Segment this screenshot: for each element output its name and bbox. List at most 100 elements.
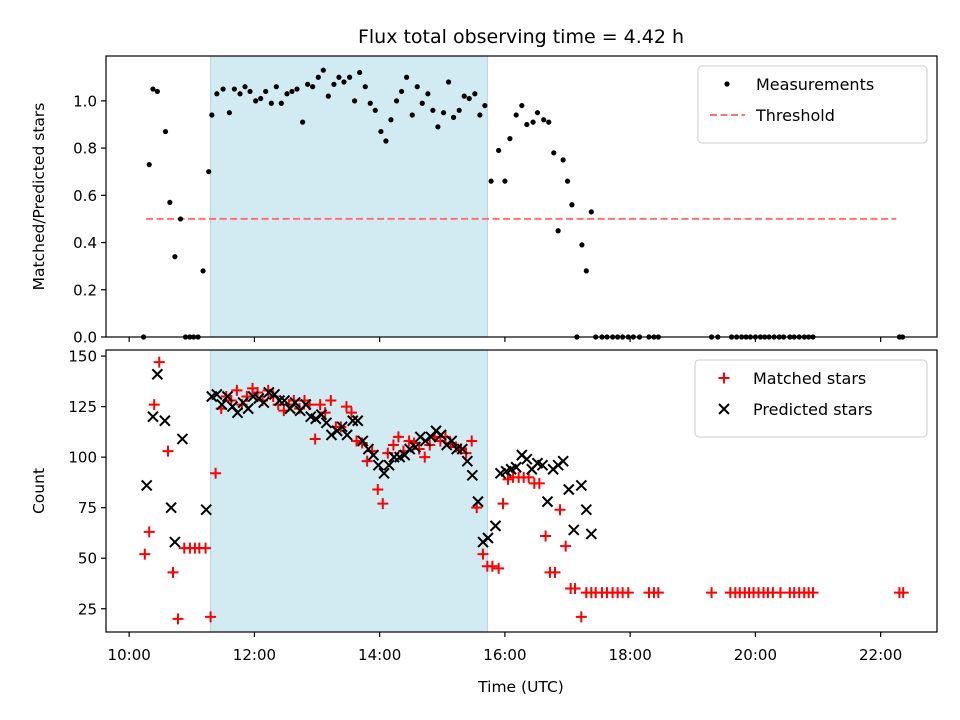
data-point	[273, 84, 279, 90]
data-point	[477, 548, 489, 560]
data-point	[289, 88, 295, 95]
data-point	[162, 445, 174, 457]
data-point	[435, 124, 441, 130]
data-point	[774, 587, 786, 599]
data-point	[488, 178, 494, 184]
data-point	[502, 473, 514, 485]
y-axis-title: Matched/Predicted stars	[30, 103, 48, 291]
x-tick-label: 22:00	[859, 646, 902, 664]
data-point	[325, 395, 337, 407]
data-point	[482, 532, 494, 544]
y-tick-label: 0.8	[73, 140, 97, 158]
data-point	[489, 520, 502, 532]
data-point	[540, 530, 552, 542]
y-tick-label: 0.6	[73, 187, 97, 205]
data-point	[151, 368, 164, 380]
data-point	[206, 169, 212, 175]
data-point	[221, 390, 234, 403]
ratio-panel: 0.0 0.2 0.4 0.6 0.8 1.0 Matched/Predicted star…	[30, 55, 938, 347]
data-point	[325, 93, 331, 99]
y-tick-label: 50	[78, 550, 97, 568]
data-point	[403, 435, 415, 447]
data-point	[300, 119, 306, 125]
data-point	[622, 587, 634, 599]
data-point	[497, 498, 509, 510]
data-point	[253, 98, 259, 104]
data-point	[268, 100, 274, 106]
data-point	[377, 498, 389, 510]
data-point	[519, 102, 525, 109]
data-point	[575, 479, 588, 492]
data-point	[398, 88, 405, 95]
x-tick-label: 12:00	[233, 646, 276, 664]
data-point	[486, 560, 498, 572]
data-point	[409, 112, 415, 118]
y-tick-label: 100	[68, 449, 97, 467]
data-point	[226, 110, 232, 116]
data-point	[357, 435, 369, 447]
data-point	[530, 119, 536, 125]
data-point	[585, 528, 598, 540]
data-point	[534, 110, 541, 116]
data-point	[560, 540, 572, 552]
data-point	[146, 162, 152, 168]
data-point	[325, 429, 338, 441]
data-point	[205, 611, 217, 623]
legend-label: Measurements	[756, 75, 874, 94]
data-point	[167, 199, 173, 206]
data-point	[341, 429, 353, 441]
data-point	[153, 356, 165, 368]
data-point	[154, 88, 160, 95]
y-tick-label: 125	[68, 398, 97, 416]
data-point	[310, 413, 322, 425]
data-point	[278, 100, 284, 106]
data-point	[210, 467, 222, 479]
data-point	[172, 254, 178, 260]
data-point	[320, 417, 333, 429]
data-point	[350, 435, 362, 447]
x-tick-label: 14:00	[358, 646, 401, 664]
data-point	[200, 503, 212, 516]
data-point	[336, 421, 348, 433]
data-point	[378, 128, 384, 135]
data-point	[807, 587, 819, 599]
data-point	[216, 398, 228, 411]
x-axis-title: Time (UTC)	[477, 678, 564, 696]
data-point	[536, 459, 549, 471]
data-point	[347, 74, 353, 80]
data-point	[300, 398, 312, 411]
data-point	[309, 433, 321, 445]
data-point	[357, 69, 363, 76]
data-point	[263, 88, 269, 95]
legend-label: Matched stars	[753, 369, 866, 388]
data-point	[419, 435, 432, 447]
data-point	[382, 447, 394, 459]
data-point	[414, 84, 420, 90]
data-point	[472, 495, 484, 508]
data-point	[419, 100, 425, 106]
data-point	[482, 102, 488, 109]
legend-box	[697, 65, 928, 144]
data-point	[148, 399, 160, 411]
data-point	[177, 216, 184, 222]
data-point	[214, 91, 220, 97]
data-point	[209, 112, 215, 118]
y-tick-label: 25	[78, 600, 97, 618]
data-point	[546, 119, 552, 125]
data-point	[383, 138, 389, 144]
data-point	[461, 455, 474, 467]
chart-title: Flux total observing time = 4.42 h	[358, 26, 684, 48]
data-point	[314, 399, 326, 411]
axes-frame	[105, 349, 938, 633]
data-point	[555, 228, 561, 234]
data-point	[172, 613, 184, 625]
y-tick-label: 0.2	[73, 281, 97, 299]
data-point	[466, 469, 479, 482]
data-point	[564, 178, 571, 184]
data-point	[472, 91, 478, 97]
data-point	[440, 110, 447, 116]
data-point	[557, 455, 569, 467]
data-point	[220, 86, 226, 92]
data-point	[583, 268, 589, 274]
